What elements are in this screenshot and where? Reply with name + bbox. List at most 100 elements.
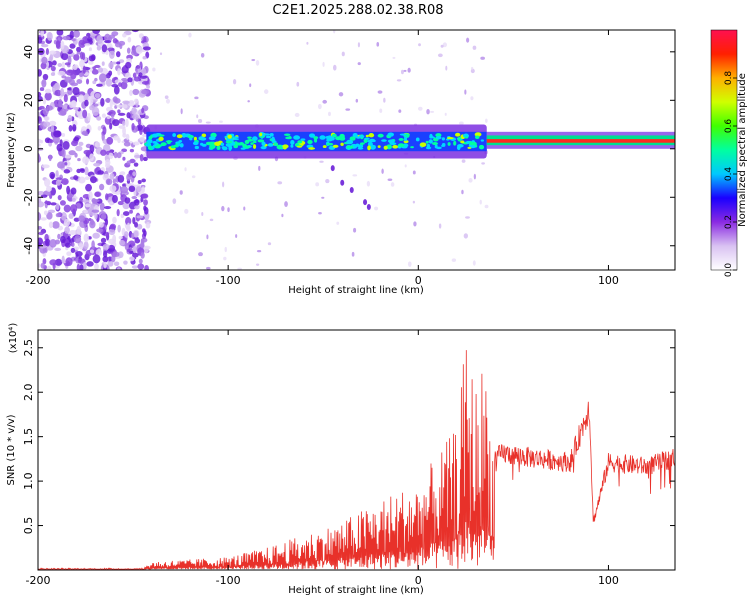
noise-blob xyxy=(61,178,69,185)
signal-blob xyxy=(307,139,313,145)
colorbar-tick-label: 0.8 xyxy=(724,71,734,86)
noise-blob xyxy=(50,65,56,72)
noise-blob xyxy=(122,120,126,126)
noise-blob xyxy=(129,148,135,153)
noise-blob xyxy=(132,171,137,177)
noise-blob xyxy=(99,202,105,211)
noise-blob xyxy=(132,252,139,258)
scatter-blob xyxy=(188,32,192,38)
noise-blob xyxy=(41,79,47,88)
noise-blob xyxy=(138,72,143,77)
signal-blob xyxy=(464,136,469,139)
signal-blob xyxy=(156,144,163,148)
streak-blob xyxy=(330,165,335,172)
noise-blob xyxy=(73,136,80,142)
signal-blob xyxy=(293,135,301,140)
noise-blob xyxy=(124,197,131,204)
noise-blob xyxy=(142,156,148,162)
noise-blob xyxy=(143,205,147,211)
noise-blob xyxy=(84,203,91,208)
noise-blob xyxy=(38,197,42,204)
scatter-blob xyxy=(205,121,211,124)
noise-blob xyxy=(55,170,59,177)
noise-blob xyxy=(117,68,121,76)
scatter-blob xyxy=(459,121,464,125)
noise-blob xyxy=(78,141,84,147)
noise-blob xyxy=(84,99,89,107)
scatter-blob xyxy=(332,64,337,71)
noise-blob xyxy=(146,84,150,89)
noise-blob xyxy=(117,109,121,114)
signal-blob xyxy=(453,140,457,146)
signal-blob xyxy=(250,142,254,145)
noise-blob xyxy=(132,114,139,120)
noise-blob xyxy=(113,151,118,159)
noise-blob xyxy=(105,72,111,79)
noise-blob xyxy=(49,239,57,248)
noise-blob xyxy=(124,231,129,238)
noise-blob xyxy=(78,72,84,77)
signal-blob xyxy=(392,144,399,149)
signal-blob xyxy=(308,133,316,138)
noise-blob xyxy=(134,238,141,244)
noise-blob xyxy=(103,261,107,269)
scatter-blob xyxy=(325,179,330,184)
noise-blob xyxy=(55,179,62,186)
signal-blob xyxy=(176,134,183,139)
noise-blob xyxy=(38,263,41,269)
noise-blob xyxy=(118,125,126,129)
noise-blob xyxy=(127,77,133,83)
noise-blob xyxy=(96,83,103,87)
noise-blob xyxy=(144,265,149,270)
noise-blob xyxy=(38,231,44,236)
signal-blob xyxy=(346,145,351,149)
noise-blob xyxy=(88,47,92,52)
noise-blob xyxy=(39,87,45,91)
noise-blob xyxy=(99,183,105,191)
noise-blob xyxy=(73,175,79,181)
noise-blob xyxy=(133,162,139,167)
signal-blob xyxy=(252,140,257,144)
noise-blob xyxy=(96,116,102,121)
noise-blob xyxy=(72,86,80,96)
signal-blob xyxy=(260,145,267,150)
noise-blob xyxy=(86,261,94,267)
noise-blob xyxy=(73,54,80,61)
noise-blob xyxy=(141,107,145,114)
noise-blob xyxy=(66,185,71,195)
scatter-blob xyxy=(387,178,393,182)
noise-blob xyxy=(87,96,92,101)
noise-blob xyxy=(101,61,105,66)
noise-blob xyxy=(126,112,131,119)
scatter-blob xyxy=(277,181,283,185)
signal-blob xyxy=(358,134,365,138)
noise-blob xyxy=(117,137,121,144)
scatter-blob xyxy=(485,118,488,123)
noise-blob xyxy=(54,258,63,266)
noise-blob xyxy=(43,210,48,216)
noise-blob xyxy=(69,229,77,235)
scatter-blob xyxy=(470,96,474,101)
noise-blob xyxy=(100,213,107,220)
scatter-blob xyxy=(468,178,473,183)
signal-blob xyxy=(475,135,480,139)
signal-blob xyxy=(232,138,240,141)
noise-blob xyxy=(109,172,115,180)
noise-blob xyxy=(50,202,57,206)
signal-blob xyxy=(158,134,165,137)
noise-blob xyxy=(84,166,89,176)
noise-blob xyxy=(108,152,114,159)
noise-blob xyxy=(111,83,119,88)
noise-blob xyxy=(70,82,79,87)
scatter-blob xyxy=(263,89,269,94)
signal-blob xyxy=(259,132,263,137)
noise-blob xyxy=(38,69,42,77)
noise-blob xyxy=(38,190,45,196)
signal-blob xyxy=(160,142,167,146)
noise-blob xyxy=(117,112,126,116)
noise-blob xyxy=(76,263,81,270)
noise-blob xyxy=(120,186,129,194)
spectrogram-frame xyxy=(37,29,676,271)
noise-blob xyxy=(38,143,41,147)
